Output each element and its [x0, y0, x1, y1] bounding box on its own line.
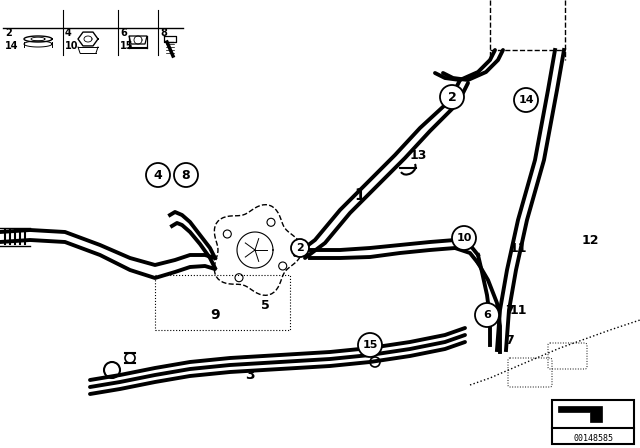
Text: 2: 2	[5, 28, 12, 38]
Text: 9: 9	[210, 308, 220, 322]
Text: 14: 14	[518, 95, 534, 105]
Text: 14: 14	[5, 41, 19, 51]
Text: 3: 3	[245, 368, 255, 382]
Text: 13: 13	[410, 148, 427, 161]
Text: 4: 4	[154, 168, 163, 181]
Text: 10: 10	[456, 233, 472, 243]
Text: 15: 15	[120, 41, 134, 51]
Text: 00148585: 00148585	[573, 434, 613, 443]
Text: 5: 5	[260, 298, 269, 311]
FancyBboxPatch shape	[552, 400, 634, 444]
Text: 10: 10	[65, 41, 79, 51]
Circle shape	[452, 226, 476, 250]
Text: 8: 8	[160, 28, 167, 38]
Text: 11: 11	[509, 241, 527, 254]
Text: 2: 2	[296, 243, 304, 253]
Circle shape	[174, 163, 198, 187]
Text: 6: 6	[483, 310, 491, 320]
Circle shape	[291, 239, 309, 257]
Text: 2: 2	[447, 90, 456, 103]
Circle shape	[514, 88, 538, 112]
Text: 11: 11	[509, 303, 527, 316]
Circle shape	[358, 333, 382, 357]
Text: 12: 12	[581, 233, 599, 246]
Circle shape	[440, 85, 464, 109]
Circle shape	[475, 303, 499, 327]
Text: 4: 4	[65, 28, 72, 38]
Text: 15: 15	[362, 340, 378, 350]
Circle shape	[146, 163, 170, 187]
Text: 7: 7	[506, 303, 515, 316]
Text: 1: 1	[355, 188, 365, 202]
Polygon shape	[558, 406, 602, 422]
Text: 7: 7	[506, 333, 515, 346]
Text: 8: 8	[182, 168, 190, 181]
Text: 6: 6	[120, 28, 127, 38]
